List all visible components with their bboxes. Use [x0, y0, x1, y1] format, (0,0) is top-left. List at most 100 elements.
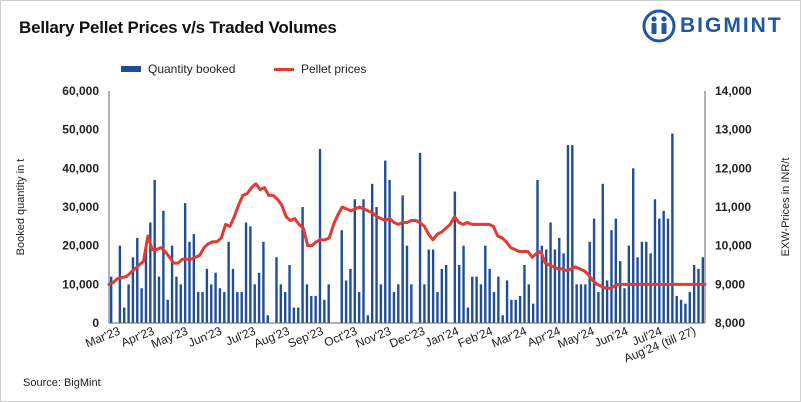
quantity-bar [545, 249, 548, 323]
quantity-bar [179, 284, 182, 323]
quantity-bar [684, 303, 687, 323]
y-left-tick-label: 40,000 [62, 161, 99, 175]
y-right-tick-label: 10,000 [715, 239, 752, 253]
quantity-bar [623, 288, 626, 323]
quantity-bar [649, 253, 652, 323]
quantity-bar [484, 245, 487, 323]
quantity-bar [562, 253, 565, 323]
quantity-bar [553, 249, 557, 323]
quantity-bar [410, 284, 413, 323]
quantity-bar [492, 292, 496, 323]
quantity-bar [549, 222, 552, 323]
quantity-bar [275, 257, 278, 323]
quantity-bar [666, 218, 670, 323]
x-tick-label: Jun'23 [186, 324, 224, 350]
quantity-bar [527, 284, 530, 323]
y-right-tick-label: 13,000 [715, 123, 752, 137]
quantity-bar [344, 280, 348, 323]
quantity-bar [175, 276, 178, 323]
quantity-bar [479, 284, 483, 323]
quantity-bar [392, 292, 396, 323]
quantity-bar [597, 292, 600, 323]
quantity-bar [166, 299, 169, 323]
quantity-bar [366, 315, 370, 323]
quantity-bar [566, 145, 570, 323]
y-right-tick-label: 12,000 [715, 161, 752, 175]
quantity-bar [297, 307, 300, 323]
quantity-bar [192, 234, 196, 323]
quantity-bar [357, 292, 361, 323]
quantity-bar [405, 245, 409, 323]
quantity-bar [310, 295, 313, 323]
quantity-bar [618, 261, 622, 323]
quantity-bar [257, 272, 261, 323]
quantity-bar [214, 272, 217, 323]
quantity-bar [662, 210, 665, 323]
quantity-bar [196, 292, 200, 323]
quantity-bar [223, 292, 226, 323]
quantity-bar [514, 299, 517, 323]
quantity-bar [144, 249, 148, 323]
quantity-bar [349, 268, 352, 323]
quantity-bar [201, 292, 204, 323]
quantity-bar [127, 284, 130, 323]
y-left-axis-title: Booked quantity in t [15, 159, 27, 256]
brand-name: BIGMINT [680, 14, 783, 37]
price-line [107, 182, 707, 290]
quantity-bar [462, 245, 465, 323]
quantity-bar [109, 276, 113, 323]
quantity-bar [601, 183, 604, 323]
legend-label-price: Pellet prices [301, 62, 367, 76]
quantity-bar [305, 284, 309, 323]
source-note: Source: BigMint [23, 377, 101, 389]
quantity-bar [188, 241, 191, 323]
quantity-bar [140, 288, 143, 323]
quantity-bar [236, 292, 239, 323]
legend-label-quantity: Quantity booked [148, 62, 236, 76]
quantity-bar [653, 199, 657, 323]
quantity-bar [279, 284, 283, 323]
bigmint-logo-icon [642, 9, 676, 43]
x-tick-label: Mar'23 [83, 324, 122, 351]
quantity-bar [397, 284, 400, 323]
quantity-bar [592, 218, 596, 323]
quantity-bar [505, 280, 509, 323]
quantity-bar [423, 284, 426, 323]
quantity-bar [362, 199, 365, 323]
quantity-bar [636, 257, 639, 323]
quantity-bar [301, 207, 304, 323]
quantity-bar [444, 265, 448, 323]
quantity-bar [244, 222, 248, 323]
quantity-bar [210, 284, 213, 323]
y-left-tick-label: 30,000 [62, 200, 99, 214]
quantity-bar [605, 280, 609, 323]
y-right-axis-title: EXW-Prices in INR/t [780, 158, 792, 257]
quantity-bar [170, 245, 174, 323]
quantity-bar [123, 307, 126, 323]
y-right-tick-label: 14,000 [715, 84, 752, 98]
quantity-bar [575, 284, 578, 323]
x-tick-label: Jun'24 [592, 324, 630, 350]
quantity-bar [540, 245, 544, 323]
y-left-tick-label: 60,000 [62, 84, 99, 98]
quantity-bar [388, 179, 391, 323]
quantity-bar [136, 237, 139, 323]
quantity-bar [458, 265, 461, 323]
quantity-bar [610, 230, 613, 323]
quantity-bar [632, 168, 635, 323]
quantity-bar [466, 307, 470, 323]
quantity-bar [679, 299, 683, 323]
quantity-bar [471, 276, 474, 323]
quantity-bar [418, 152, 422, 323]
quantity-bar [523, 265, 526, 323]
quantity-bar [227, 241, 230, 323]
quantity-bar [558, 237, 561, 323]
quantity-bar [323, 299, 326, 323]
x-tick-label: May'23 [149, 324, 190, 351]
x-tick-label: Jul'23 [224, 324, 258, 349]
quantity-bar [401, 195, 404, 323]
quantity-bar [531, 303, 535, 323]
quantity-bar [497, 276, 500, 323]
quantity-bar [314, 295, 317, 323]
legend-swatch-line [274, 68, 294, 71]
